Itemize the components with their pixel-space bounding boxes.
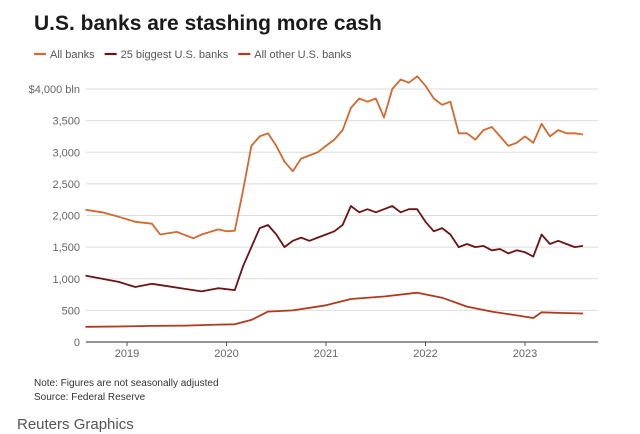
legend: All banks 25 biggest U.S. banks All other … xyxy=(34,49,352,61)
series-line-all-banks xyxy=(85,75,584,240)
legend-label: All other U.S. banks xyxy=(254,49,352,61)
x-tick-label: 2019 xyxy=(115,348,139,360)
y-tick-label: 0 xyxy=(74,337,80,349)
series-line-all-other-u-s-banks xyxy=(85,291,584,328)
gridlines xyxy=(86,88,598,343)
series-line-25-biggest-u-s-banks xyxy=(85,205,584,293)
y-tick-label: 1,500 xyxy=(52,242,80,254)
source-text: Source: Federal Reserve xyxy=(34,392,146,403)
legend-label: All banks xyxy=(50,49,95,61)
y-tick-label: 3,000 xyxy=(52,147,80,159)
y-tick-label: 1,000 xyxy=(52,274,80,286)
legend-item: All banks xyxy=(34,49,95,61)
x-tick-label: 2022 xyxy=(413,348,437,360)
legend-item: All other U.S. banks xyxy=(238,49,352,61)
x-tick-label: 2023 xyxy=(513,348,537,360)
y-tick-label: 3,500 xyxy=(52,116,80,128)
legend-label: 25 biggest U.S. banks xyxy=(121,49,229,61)
y-tick-label: 2,500 xyxy=(52,179,80,191)
chart-title: U.S. banks are stashing more cash xyxy=(34,12,382,35)
note-text: Note: Figures are not seasonally adjuste… xyxy=(34,378,219,389)
x-tick-label: 2021 xyxy=(314,348,338,360)
y-tick-label: 2,000 xyxy=(52,211,80,223)
legend-item: 25 biggest U.S. banks xyxy=(104,49,229,61)
x-axis: 2019 2020 2021 2022 2023 xyxy=(115,342,537,360)
brand-logo-text: Reuters Graphics xyxy=(17,416,134,433)
series-lines xyxy=(85,75,584,328)
y-tick-label: 500 xyxy=(62,305,80,317)
y-axis: 0 500 1,000 1,500 2,000 2,500 3,000 3,500 $4,000… xyxy=(29,84,80,349)
y-tick-label: $4,000 bln xyxy=(29,84,80,96)
x-tick-label: 2020 xyxy=(214,348,238,360)
